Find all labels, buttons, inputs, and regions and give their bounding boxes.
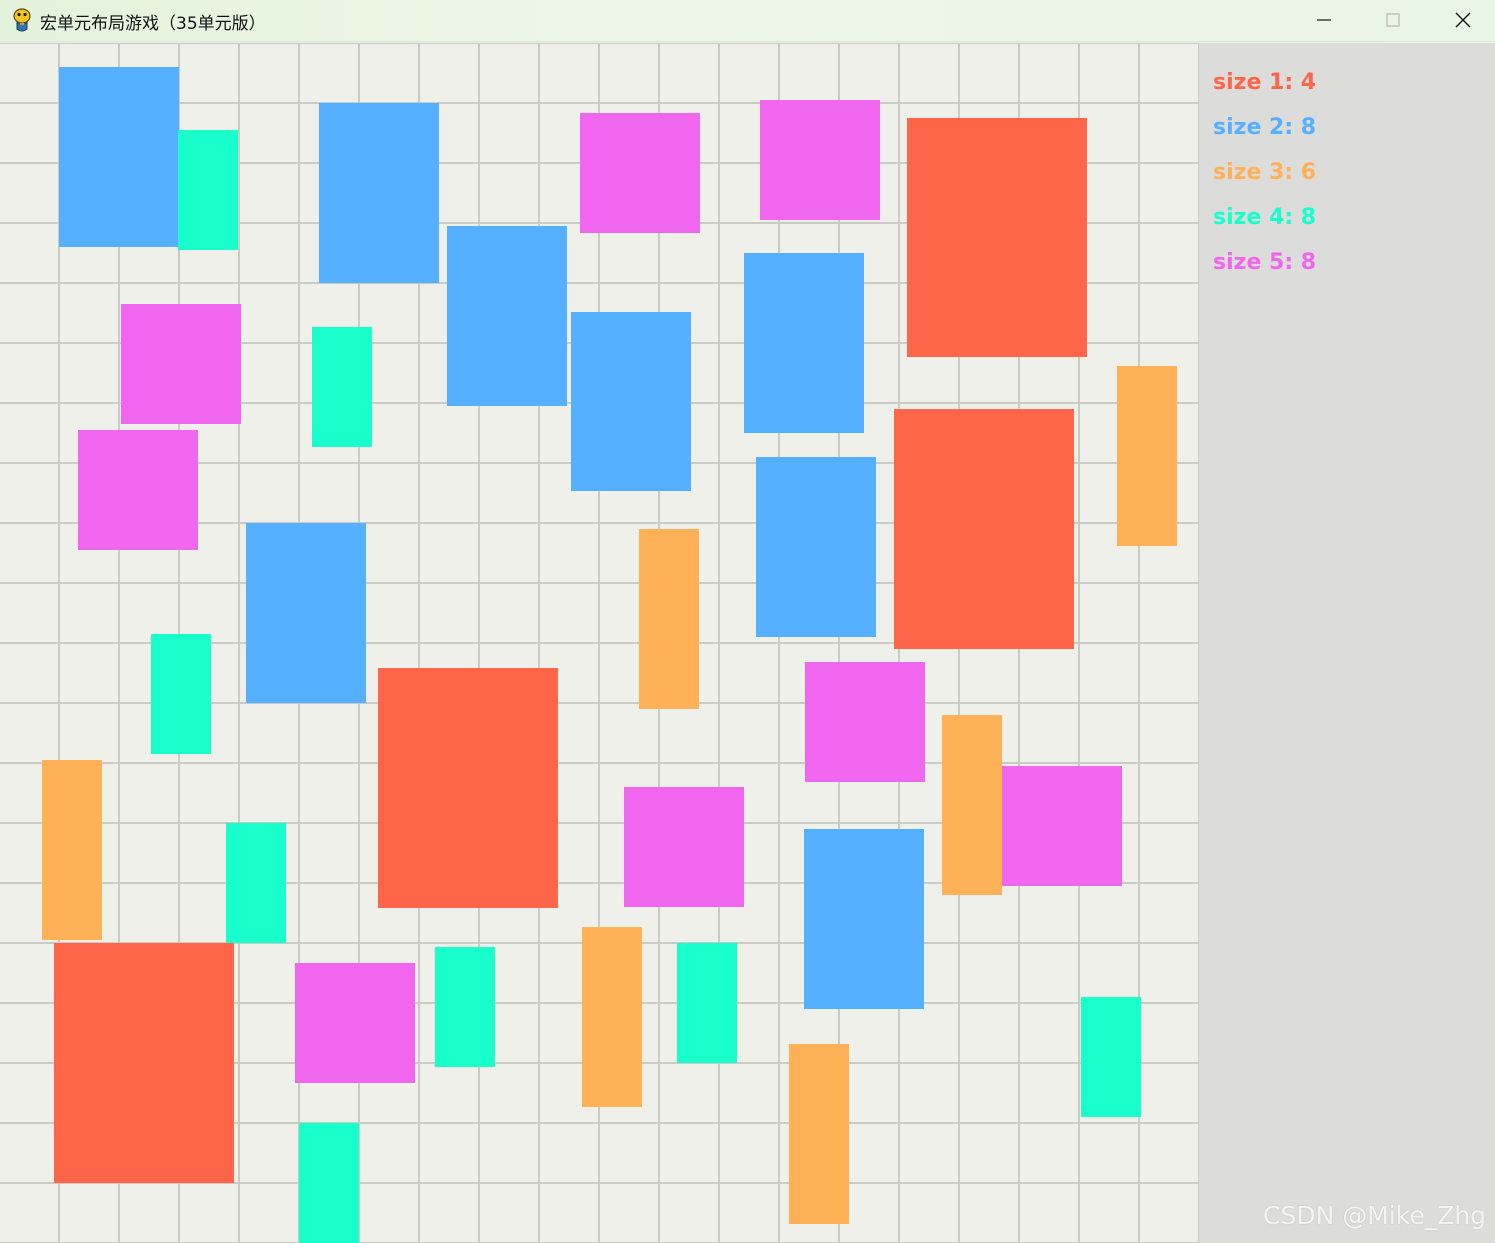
macro-cell-size-5-8[interactable] — [295, 963, 415, 1083]
macro-cell-size-4-1[interactable] — [178, 130, 238, 250]
macro-cell-size-3-4[interactable] — [42, 760, 102, 940]
macro-cell-size-2-7[interactable] — [246, 523, 366, 703]
macro-cell-size-4-6[interactable] — [677, 943, 737, 1063]
legend-item-size-4: size 4: 8 — [1213, 205, 1317, 230]
macro-cell-size-3-6[interactable] — [789, 1044, 849, 1224]
layout-grid-board[interactable] — [0, 43, 1199, 1243]
macro-cell-size-4-8[interactable] — [299, 1123, 359, 1243]
macro-cell-size-2-2[interactable] — [319, 103, 439, 283]
macro-cell-size-2-3[interactable] — [447, 226, 567, 406]
window-title: 宏单元布局游戏（35单元版） — [40, 14, 266, 34]
macro-cell-size-1-1[interactable] — [907, 118, 1087, 357]
macro-cell-size-5-4[interactable] — [78, 430, 198, 550]
macro-cell-size-4-3[interactable] — [151, 634, 211, 754]
macro-cell-size-5-5[interactable] — [805, 662, 925, 782]
macro-cell-size-4-5[interactable] — [435, 947, 495, 1067]
macro-cell-size-4-4[interactable] — [226, 823, 286, 943]
macro-cell-size-5-7[interactable] — [624, 787, 744, 907]
close-button[interactable] — [1428, 0, 1495, 40]
macro-cell-size-5-1[interactable] — [580, 113, 700, 233]
macro-cell-size-3-1[interactable] — [1117, 366, 1177, 546]
macro-cell-size-2-1[interactable] — [59, 67, 179, 247]
minimize-button[interactable] — [1289, 0, 1359, 40]
macro-cell-size-2-5[interactable] — [744, 253, 864, 433]
pygame-snake-icon — [13, 8, 31, 32]
macro-cell-size-5-6[interactable] — [1002, 766, 1122, 886]
legend-item-size-3: size 3: 6 — [1213, 160, 1317, 185]
maximize-icon — [1386, 13, 1400, 27]
minimize-icon — [1317, 19, 1331, 21]
macro-cell-size-5-3[interactable] — [121, 304, 241, 424]
macro-cell-size-3-5[interactable] — [582, 927, 642, 1107]
macro-cell-size-3-3[interactable] — [942, 715, 1002, 895]
watermark-text: CSDN @Mike_Zhg — [1263, 1201, 1487, 1230]
macro-cell-size-2-8[interactable] — [804, 829, 924, 1009]
title-bar[interactable]: 宏单元布局游戏（35单元版） — [0, 0, 1495, 42]
macro-cell-size-4-2[interactable] — [312, 327, 372, 447]
macro-cell-size-1-2[interactable] — [894, 409, 1074, 649]
macro-cell-size-2-6[interactable] — [756, 457, 876, 637]
macro-cell-size-4-7[interactable] — [1081, 997, 1141, 1117]
legend-item-size-5: size 5: 8 — [1213, 250, 1317, 275]
macro-cell-size-1-3[interactable] — [378, 668, 558, 908]
macro-cell-size-3-2[interactable] — [639, 529, 699, 709]
legend-item-size-2: size 2: 8 — [1213, 115, 1317, 140]
close-icon — [1455, 12, 1471, 28]
macro-cell-size-5-2[interactable] — [760, 100, 880, 220]
maximize-button[interactable] — [1358, 0, 1428, 40]
legend-panel: size 1: 4 size 2: 8 size 3: 6 size 4: 8 … — [1199, 43, 1495, 1243]
legend-item-size-1: size 1: 4 — [1213, 70, 1317, 95]
macro-cell-size-2-4[interactable] — [571, 312, 691, 491]
macro-cell-size-1-4[interactable] — [54, 943, 234, 1183]
